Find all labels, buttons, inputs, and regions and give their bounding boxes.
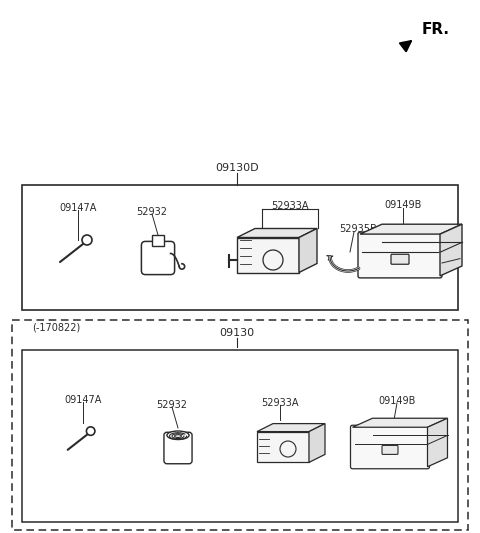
FancyBboxPatch shape (391, 254, 409, 264)
FancyBboxPatch shape (142, 241, 175, 274)
Text: 09147A: 09147A (60, 203, 96, 213)
Bar (22, 350, 458, 522)
Text: 09130D: 09130D (215, 163, 259, 173)
Polygon shape (428, 418, 447, 467)
Bar (12, 320, 468, 530)
Text: (-170822): (-170822) (32, 322, 80, 332)
Text: 52933A: 52933A (261, 398, 299, 408)
Bar (237, 238, 299, 272)
Text: 52933A: 52933A (271, 201, 309, 211)
Polygon shape (440, 224, 462, 276)
Polygon shape (237, 229, 317, 238)
FancyBboxPatch shape (164, 432, 192, 464)
FancyBboxPatch shape (382, 446, 398, 455)
Bar (22, 185, 458, 310)
Ellipse shape (167, 431, 189, 440)
Text: 52935B: 52935B (339, 224, 377, 234)
Bar (257, 432, 309, 463)
Text: 52932: 52932 (156, 400, 188, 410)
Text: 09149B: 09149B (384, 200, 422, 210)
Text: FR.: FR. (422, 22, 450, 37)
Text: 09147A: 09147A (64, 395, 102, 405)
Text: 09149B: 09149B (378, 396, 416, 406)
Polygon shape (299, 229, 317, 272)
Bar (152, 235, 164, 246)
Polygon shape (360, 224, 462, 234)
Polygon shape (257, 424, 325, 432)
FancyBboxPatch shape (358, 232, 442, 278)
Text: 09130: 09130 (219, 328, 254, 338)
Text: 52932: 52932 (136, 207, 168, 217)
Polygon shape (309, 424, 325, 463)
FancyBboxPatch shape (350, 425, 430, 469)
Polygon shape (352, 418, 447, 427)
